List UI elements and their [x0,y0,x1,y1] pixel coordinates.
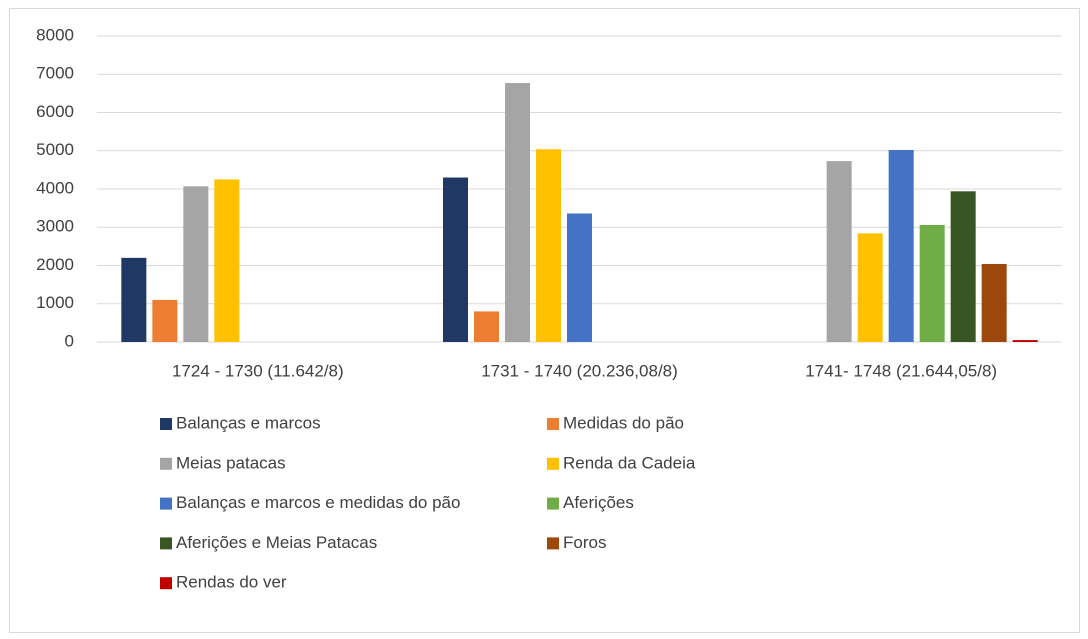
legend-label: Aferições e Meias Patacas [176,533,377,552]
legend-label: Balanças e marcos e medidas do pão [176,493,460,512]
legend-label: Balanças e marcos [176,413,321,432]
legend-label: Renda da Cadeia [563,453,696,472]
bar [183,186,209,342]
legend-swatch [160,577,172,590]
bar [981,263,1007,342]
legend-label: Medidas do pão [563,413,684,432]
y-tick-label: 3000 [36,217,74,236]
y-tick-label: 1000 [36,293,74,312]
y-tick-label: 5000 [36,140,74,159]
bar [826,161,852,342]
y-tick-label: 7000 [36,64,74,83]
legend-label: Meias patacas [176,453,286,472]
legend-swatch [160,418,172,430]
bar [950,191,976,342]
bar [443,177,468,342]
y-tick-label: 8000 [36,25,74,44]
bar [536,149,561,342]
bar [474,311,499,342]
legend-swatch [547,497,559,510]
bar [919,224,945,342]
bar [152,299,178,342]
x-tick-label: 1741- 1748 (21.644,05/8) [805,361,997,380]
y-tick-label: 2000 [36,255,74,274]
bar [567,213,592,342]
bar [888,149,914,342]
legend-label: Rendas do ver [176,573,287,592]
bar [1012,340,1038,342]
y-tick-label: 0 [65,331,74,350]
bar [505,83,530,343]
legend-swatch [547,418,559,430]
y-tick-label: 6000 [36,102,74,121]
bar [214,179,240,342]
y-tick-label: 4000 [36,178,74,197]
legend-swatch [160,497,172,510]
legend-swatch [160,537,172,550]
x-tick-label: 1731 - 1740 (20.236,08/8) [481,361,678,380]
legend-swatch [547,457,559,470]
legend-label: Aferições [563,493,634,512]
x-tick-label: 1724 - 1730 (11.642/8) [172,361,344,380]
bar [857,233,883,342]
bar [121,257,147,342]
legend-label: Foros [563,533,606,552]
legend-swatch [160,457,172,470]
legend-swatch [547,537,559,550]
